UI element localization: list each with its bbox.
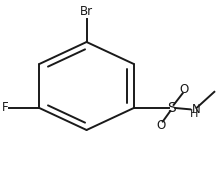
Text: F: F — [2, 101, 8, 115]
Text: O: O — [179, 83, 189, 96]
Text: S: S — [168, 101, 176, 115]
Text: N: N — [192, 103, 201, 116]
Text: O: O — [157, 119, 166, 132]
Text: H: H — [190, 109, 199, 119]
Text: Br: Br — [80, 5, 93, 18]
